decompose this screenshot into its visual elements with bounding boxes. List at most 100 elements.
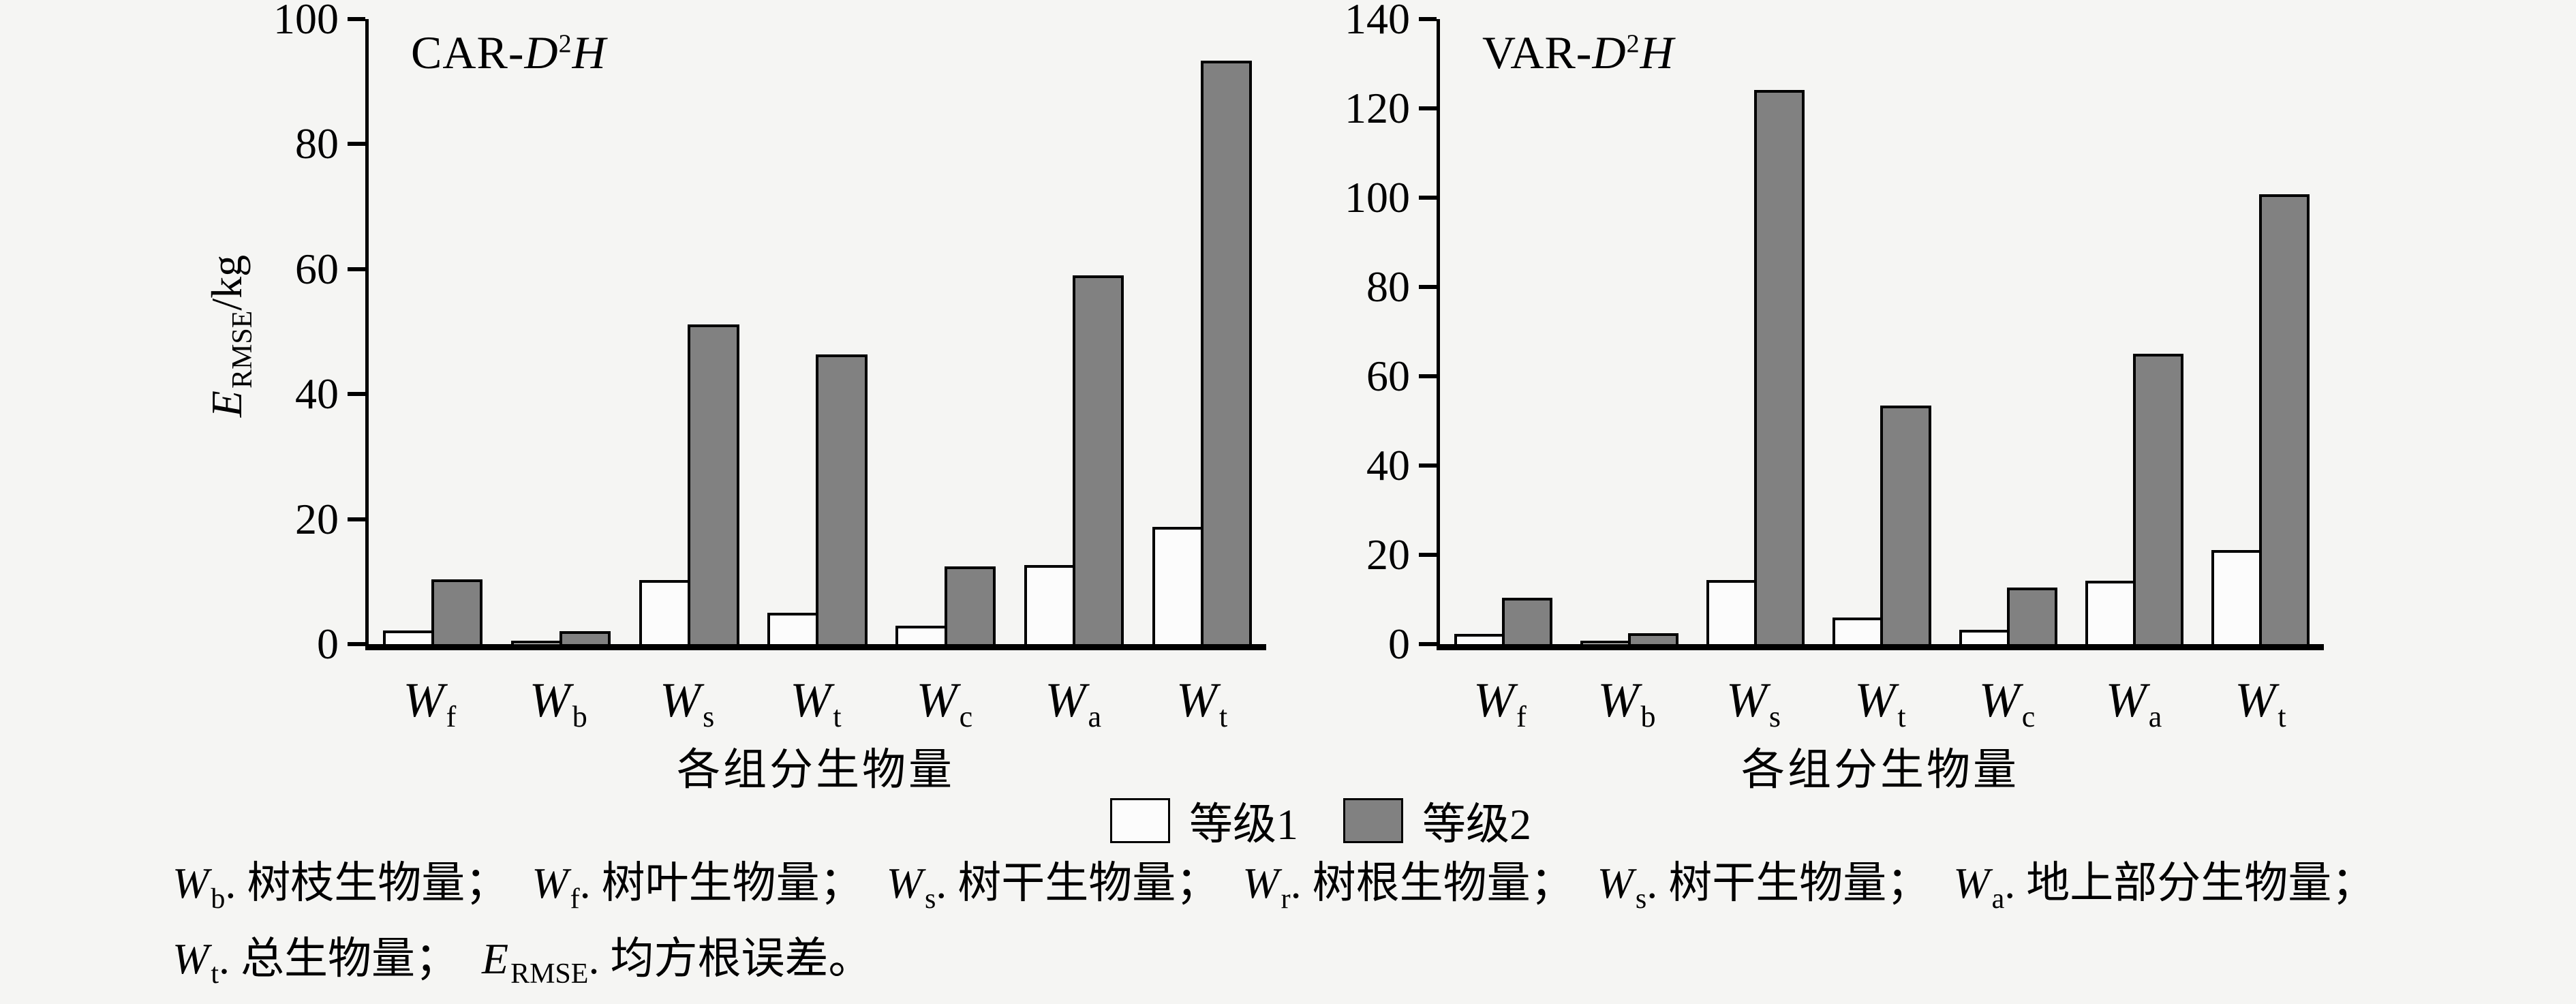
x-category-symbol: W xyxy=(1854,673,1896,727)
x-category-label: Wa xyxy=(2070,672,2197,734)
chart-title-exponent: 2 xyxy=(1626,29,1640,59)
footnote-description: . 树干生物量； xyxy=(936,859,1220,907)
bar-group-wf xyxy=(1440,19,1566,644)
bar-group-wt xyxy=(2198,19,2324,644)
x-category-label: Ws xyxy=(623,672,752,734)
y-tick-label: 80 xyxy=(1366,262,1410,311)
x-axis-labels: Wf Wb Ws Wt Wc Wa Wt xyxy=(365,672,1266,734)
footnote-subscript: s xyxy=(924,883,936,915)
x-category-symbol: W xyxy=(403,673,444,727)
x-category-subscript: t xyxy=(2278,700,2286,734)
x-category-subscript: b xyxy=(1640,700,1656,734)
y-tick-label: 40 xyxy=(295,369,339,419)
x-category-subscript: s xyxy=(703,700,715,734)
x-category-subscript: b xyxy=(572,700,587,734)
y-tick-mark xyxy=(1419,463,1437,468)
bar-等级1-wc xyxy=(1959,630,2010,644)
y-tick-label: 0 xyxy=(317,620,339,668)
x-axis-title: 各组分生物量 xyxy=(1741,746,2019,794)
footnote-description: . 树根生物量； xyxy=(1290,859,1574,907)
bar-group-ws xyxy=(625,19,753,644)
footnote-symbol: W xyxy=(172,934,209,983)
bar-等级2-wb xyxy=(1627,633,1679,644)
y-tick-mark xyxy=(1419,374,1437,378)
bar-group-wf xyxy=(369,19,497,644)
y-tick-mark xyxy=(1419,17,1437,21)
y-axis-label-unit: /kg xyxy=(202,254,251,311)
footnote-segment: Wa. 地上部分生物量； xyxy=(1953,859,2375,915)
y-tick-label: 0 xyxy=(1388,620,1410,668)
footnote-line: Wb. 树枝生物量； Wf. 树叶生物量； Ws. 树干生物量； Wr. 树根生物量；… xyxy=(172,853,2398,929)
legend-item-grade2: 等级2 xyxy=(1343,789,1531,852)
bar-group-wa xyxy=(2071,19,2197,644)
bar-group-wa xyxy=(1010,19,1138,644)
bar-等级1-wb xyxy=(510,640,563,644)
footnote-description: . 树叶生物量； xyxy=(579,859,863,907)
x-category-label: Wt xyxy=(1137,672,1266,734)
footnote-subscript: s xyxy=(1635,883,1647,915)
grade2-swatch-icon xyxy=(1343,798,1403,843)
bar-等级2-wa xyxy=(2133,354,2184,644)
x-category-subscript: f xyxy=(1516,700,1527,734)
x-category-symbol: W xyxy=(916,673,957,727)
y-tick-mark xyxy=(1419,196,1437,200)
y-tick-label: 100 xyxy=(1345,173,1410,222)
y-tick-mark xyxy=(1419,642,1437,646)
x-category-symbol: W xyxy=(1726,673,1767,727)
chart-var-d2h: VAR-D2H 0 20 40 60 80 100 120 140 Wf Wb Ws Wt Wc Wa W… xyxy=(1345,0,2324,794)
bar-group-wb xyxy=(1566,19,1692,644)
x-category-subscript: c xyxy=(2021,700,2036,734)
x-category-label: Wa xyxy=(1009,672,1137,734)
x-category-label: Wc xyxy=(880,672,1009,734)
legend: 等级1 等级2 xyxy=(1110,789,1531,852)
plot-area: CAR-D2H 0 20 40 60 80 100 xyxy=(273,0,1266,666)
footnote-symbol: W xyxy=(172,859,209,907)
footnote-subscript: t xyxy=(211,958,219,990)
x-category-label: Wf xyxy=(1437,672,1563,734)
footnote-description: . 均方根误差。 xyxy=(588,934,872,983)
bar-等级1-wf xyxy=(382,630,435,644)
bar-等级1-wt xyxy=(2211,550,2263,644)
footnote-segment: Wr. 树根生物量； xyxy=(1242,859,1574,915)
y-tick-label: 120 xyxy=(1345,84,1410,132)
y-tick-mark xyxy=(1419,285,1437,290)
x-category-label: Wb xyxy=(494,672,623,734)
bar-group-wc xyxy=(882,19,1010,644)
y-tick-mark xyxy=(1419,106,1437,110)
y-tick-label: 80 xyxy=(295,119,339,168)
y-tick-mark xyxy=(348,267,365,271)
footnote-symbol: W xyxy=(886,859,923,907)
chart-title-variable2: H xyxy=(572,27,607,78)
y-tick-mark xyxy=(348,392,365,397)
x-category-subscript: c xyxy=(959,700,973,734)
x-category-label: Wc xyxy=(1944,672,2070,734)
grade1-swatch-icon xyxy=(1110,798,1170,843)
footnote-symbol: W xyxy=(1597,859,1634,907)
chart-title-prefix: VAR- xyxy=(1482,27,1593,78)
x-category-subscript: a xyxy=(2148,700,2162,734)
footnote-subscript: b xyxy=(211,883,226,915)
bar-group-wt xyxy=(753,19,881,644)
y-tick-mark xyxy=(348,642,365,646)
bar-group-ws xyxy=(1693,19,1819,644)
footnote-segment: Ws. 树干生物量； xyxy=(886,859,1220,915)
y-tick-mark xyxy=(348,142,365,147)
bar-等级2-ws xyxy=(688,324,739,644)
x-category-subscript: t xyxy=(1218,700,1228,734)
y-tick-label: 140 xyxy=(1345,0,1410,43)
x-category-label: Ws xyxy=(1690,672,1817,734)
y-tick-mark xyxy=(1419,553,1437,558)
bar-等级1-wa xyxy=(2085,581,2136,644)
bar-等级1-ws xyxy=(639,579,691,644)
bar-等级2-wf xyxy=(1501,597,1552,644)
x-category-symbol: W xyxy=(2235,673,2276,727)
bar-group-wb xyxy=(497,19,625,644)
bar-group-wt xyxy=(1819,19,1945,644)
bar-等级2-wt xyxy=(816,354,868,644)
footnote-segment: Wb. 树枝生物量； xyxy=(172,859,508,915)
bar-等级2-wb xyxy=(559,630,611,644)
chart-title-exponent: 2 xyxy=(558,29,572,59)
footnote-symbol: W xyxy=(1953,859,1990,907)
bar-等级2-wa xyxy=(1072,275,1124,644)
x-category-label: Wt xyxy=(1817,672,1944,734)
